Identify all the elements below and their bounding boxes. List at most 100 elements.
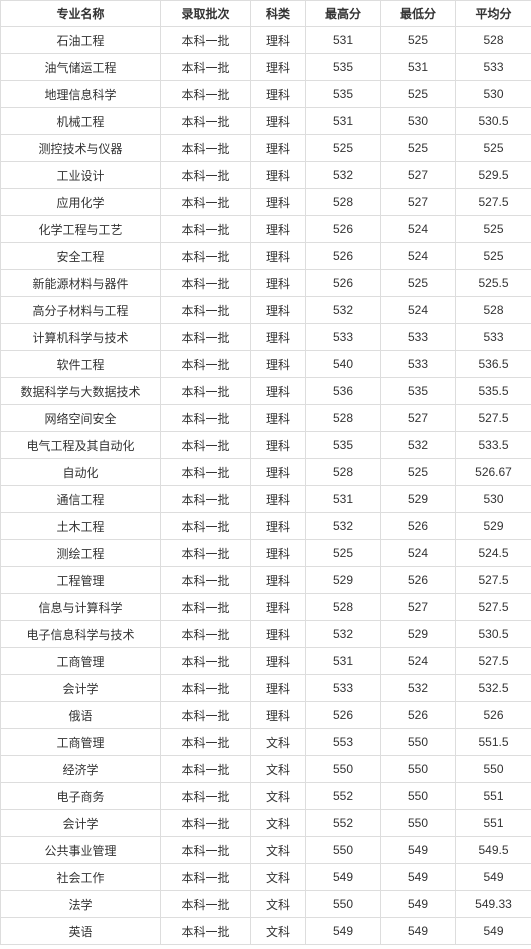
table-cell: 550 [381, 810, 456, 837]
table-cell: 本科一批 [161, 432, 251, 459]
table-cell: 533.5 [456, 432, 531, 459]
table-cell: 本科一批 [161, 540, 251, 567]
table-cell: 550 [306, 756, 381, 783]
table-cell: 本科一批 [161, 54, 251, 81]
table-row: 工程管理本科一批理科529526527.5 [1, 567, 531, 594]
table-cell: 525 [456, 243, 531, 270]
table-cell: 526 [306, 243, 381, 270]
table-cell: 528 [456, 27, 531, 54]
table-cell: 524 [381, 216, 456, 243]
table-cell: 532 [306, 297, 381, 324]
table-cell: 社会工作 [1, 864, 161, 891]
table-cell: 理科 [251, 162, 306, 189]
table-cell: 理科 [251, 135, 306, 162]
table-cell: 理科 [251, 27, 306, 54]
table-cell: 535 [306, 432, 381, 459]
table-cell: 532.5 [456, 675, 531, 702]
table-cell: 535 [306, 54, 381, 81]
table-cell: 本科一批 [161, 405, 251, 432]
table-row: 测绘工程本科一批理科525524524.5 [1, 540, 531, 567]
table-cell: 本科一批 [161, 243, 251, 270]
table-cell: 理科 [251, 513, 306, 540]
table-cell: 524 [381, 297, 456, 324]
table-cell: 549 [306, 864, 381, 891]
col-major: 专业名称 [1, 1, 161, 27]
table-cell: 本科一批 [161, 378, 251, 405]
table-cell: 525 [381, 135, 456, 162]
table-cell: 文科 [251, 837, 306, 864]
table-cell: 本科一批 [161, 864, 251, 891]
table-cell: 533 [306, 675, 381, 702]
table-row: 网络空间安全本科一批理科528527527.5 [1, 405, 531, 432]
table-cell: 549.5 [456, 837, 531, 864]
table-cell: 530.5 [456, 108, 531, 135]
table-cell: 公共事业管理 [1, 837, 161, 864]
table-row: 自动化本科一批理科528525526.67 [1, 459, 531, 486]
table-cell: 527 [381, 189, 456, 216]
table-cell: 本科一批 [161, 783, 251, 810]
table-cell: 527.5 [456, 594, 531, 621]
table-cell: 549 [306, 918, 381, 945]
table-cell: 文科 [251, 864, 306, 891]
table-cell: 电气工程及其自动化 [1, 432, 161, 459]
table-cell: 本科一批 [161, 675, 251, 702]
table-cell: 530 [456, 486, 531, 513]
table-cell: 经济学 [1, 756, 161, 783]
table-cell: 531 [381, 54, 456, 81]
table-cell: 550 [381, 756, 456, 783]
table-cell: 理科 [251, 297, 306, 324]
table-cell: 550 [381, 729, 456, 756]
table-cell: 527 [381, 162, 456, 189]
table-row: 油气储运工程本科一批理科535531533 [1, 54, 531, 81]
table-cell: 本科一批 [161, 486, 251, 513]
table-cell: 536.5 [456, 351, 531, 378]
table-cell: 525 [306, 540, 381, 567]
col-avg: 平均分 [456, 1, 531, 27]
table-cell: 工程管理 [1, 567, 161, 594]
admission-scores-table: 专业名称 录取批次 科类 最高分 最低分 平均分 石油工程本科一批理科53152… [0, 0, 531, 945]
table-cell: 本科一批 [161, 324, 251, 351]
table-cell: 527 [381, 594, 456, 621]
table-cell: 本科一批 [161, 621, 251, 648]
table-row: 工商管理本科一批文科553550551.5 [1, 729, 531, 756]
table-cell: 本科一批 [161, 108, 251, 135]
table-cell: 533 [456, 54, 531, 81]
table-cell: 理科 [251, 351, 306, 378]
table-cell: 524 [381, 243, 456, 270]
table-cell: 理科 [251, 675, 306, 702]
table-cell: 526 [381, 702, 456, 729]
table-cell: 本科一批 [161, 162, 251, 189]
table-cell: 535 [381, 378, 456, 405]
table-cell: 526 [306, 702, 381, 729]
table-row: 计算机科学与技术本科一批理科533533533 [1, 324, 531, 351]
table-cell: 油气储运工程 [1, 54, 161, 81]
table-cell: 526 [381, 567, 456, 594]
table-cell: 525 [306, 135, 381, 162]
table-cell: 理科 [251, 486, 306, 513]
table-cell: 本科一批 [161, 81, 251, 108]
table-cell: 529 [306, 567, 381, 594]
table-cell: 本科一批 [161, 756, 251, 783]
table-cell: 524 [381, 540, 456, 567]
table-cell: 本科一批 [161, 594, 251, 621]
table-cell: 自动化 [1, 459, 161, 486]
table-cell: 529 [381, 486, 456, 513]
table-cell: 525 [381, 81, 456, 108]
table-cell: 理科 [251, 648, 306, 675]
table-cell: 525 [381, 270, 456, 297]
table-cell: 549 [381, 891, 456, 918]
table-cell: 533 [381, 324, 456, 351]
table-cell: 计算机科学与技术 [1, 324, 161, 351]
table-cell: 533 [456, 324, 531, 351]
table-cell: 526.67 [456, 459, 531, 486]
table-cell: 525.5 [456, 270, 531, 297]
table-cell: 532 [306, 513, 381, 540]
table-cell: 549 [381, 918, 456, 945]
table-row: 地理信息科学本科一批理科535525530 [1, 81, 531, 108]
table-cell: 理科 [251, 108, 306, 135]
table-cell: 528 [306, 459, 381, 486]
table-cell: 文科 [251, 810, 306, 837]
table-row: 机械工程本科一批理科531530530.5 [1, 108, 531, 135]
table-cell: 网络空间安全 [1, 405, 161, 432]
table-cell: 549 [381, 864, 456, 891]
